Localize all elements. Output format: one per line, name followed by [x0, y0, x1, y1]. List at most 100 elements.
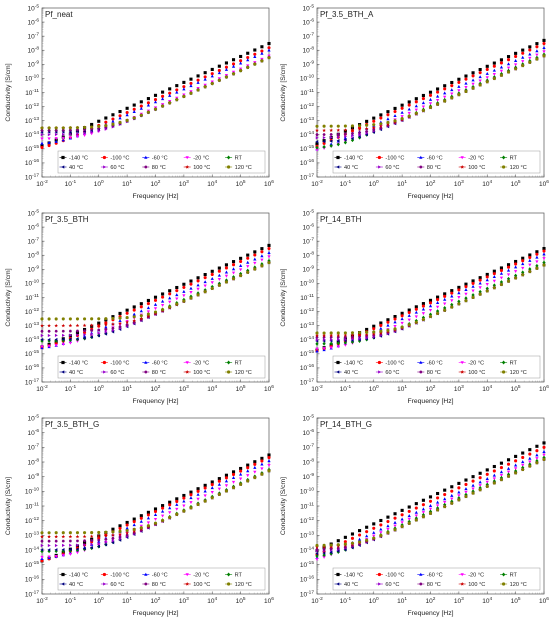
- data-point: [203, 71, 207, 75]
- data-point: [203, 494, 207, 498]
- x-tick-label: 10-1: [65, 384, 77, 393]
- data-point: [47, 126, 51, 130]
- data-point: [478, 83, 482, 87]
- data-point: [111, 119, 115, 123]
- data-point: [492, 73, 496, 76]
- y-tick-label: 10-7: [28, 443, 40, 452]
- data-point: [428, 495, 433, 499]
- legend-marker: [185, 165, 190, 169]
- data-point: [40, 555, 44, 559]
- data-point: [400, 117, 404, 121]
- data-point: [436, 90, 440, 94]
- data-point: [542, 252, 546, 256]
- data-point: [542, 450, 546, 453]
- data-point: [54, 329, 58, 333]
- x-tick-label: 101: [397, 384, 407, 393]
- legend-item: 60 °C: [100, 582, 124, 588]
- legend-item: -140 °C: [334, 361, 363, 367]
- y-tick-label: 10-16: [25, 575, 39, 584]
- data-point: [153, 107, 158, 111]
- legend-marker: [185, 573, 189, 577]
- data-point: [364, 126, 369, 131]
- data-point: [118, 524, 122, 528]
- data-point: [231, 480, 236, 484]
- legend-item: 120 °C: [500, 582, 527, 588]
- data-point: [210, 276, 214, 280]
- data-point: [478, 484, 482, 488]
- data-point: [260, 45, 264, 49]
- data-point: [118, 529, 122, 533]
- data-point: [175, 502, 179, 506]
- x-tick-label: 104: [207, 384, 217, 393]
- data-point: [464, 296, 468, 301]
- data-point: [40, 539, 44, 543]
- x-tick-label: 10-2: [311, 596, 323, 605]
- plot-area: [41, 7, 270, 178]
- data-point: [322, 553, 326, 558]
- data-point: [139, 516, 143, 520]
- legend-marker: [144, 155, 148, 159]
- data-point: [350, 136, 354, 141]
- x-tick-label: 103: [454, 596, 464, 605]
- data-point: [542, 257, 546, 261]
- legend-label: -140 °C: [344, 156, 363, 162]
- data-point: [89, 323, 94, 327]
- data-point: [239, 268, 243, 272]
- data-point: [471, 479, 475, 483]
- data-point: [168, 91, 172, 95]
- data-point: [224, 473, 228, 477]
- data-point: [82, 336, 86, 340]
- data-point: [400, 321, 404, 325]
- legend-item: -20 °C: [183, 156, 209, 162]
- data-point: [104, 543, 108, 547]
- data-point: [386, 328, 390, 332]
- data-point: [161, 308, 165, 312]
- data-point: [75, 531, 80, 535]
- data-point: [210, 281, 214, 285]
- data-point: [146, 524, 150, 528]
- data-point: [139, 519, 143, 523]
- data-point: [231, 62, 236, 66]
- y-tick-label: 10-10: [300, 74, 314, 83]
- data-point: [118, 109, 122, 114]
- data-point: [492, 469, 496, 473]
- legend-marker: [226, 360, 231, 365]
- data-point: [161, 506, 165, 510]
- data-point: [407, 318, 411, 322]
- data-point: [239, 54, 243, 59]
- legend-marker: [501, 155, 506, 160]
- data-point: [182, 285, 186, 289]
- data-point: [315, 128, 319, 133]
- legend-marker: [144, 370, 148, 374]
- data-point: [253, 250, 257, 254]
- data-point: [506, 474, 511, 478]
- y-tick-label: 10-17: [300, 377, 314, 386]
- data-point: [386, 527, 390, 531]
- data-point: [83, 128, 87, 131]
- data-point: [528, 52, 532, 56]
- data-point: [407, 505, 411, 509]
- data-point: [239, 61, 243, 65]
- data-point: [514, 262, 518, 266]
- data-point: [118, 535, 122, 539]
- data-point: [372, 119, 376, 123]
- data-point: [457, 80, 461, 84]
- legend-marker: [336, 370, 340, 374]
- legend-marker: [419, 165, 423, 169]
- data-point: [224, 489, 228, 493]
- data-point: [421, 317, 425, 322]
- data-point: [139, 305, 143, 309]
- data-point: [528, 60, 532, 64]
- legend-item: RT: [500, 360, 518, 367]
- x-tick-label: 101: [122, 179, 132, 188]
- data-point: [125, 320, 129, 324]
- data-point: [267, 41, 271, 46]
- data-point: [153, 310, 158, 314]
- legend-item: -60 °C: [417, 156, 443, 162]
- data-point: [139, 113, 143, 117]
- data-point: [75, 539, 80, 543]
- data-point: [514, 471, 518, 475]
- data-point: [90, 130, 94, 134]
- data-point: [260, 456, 264, 460]
- y-tick-label: 10-12: [300, 516, 314, 525]
